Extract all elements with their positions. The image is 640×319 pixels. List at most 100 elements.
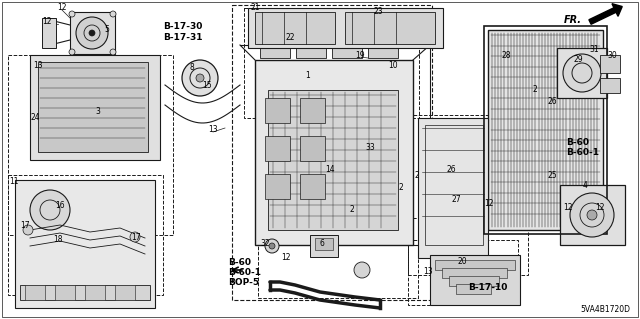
Text: 12: 12 [595, 204, 605, 212]
Bar [232, 5, 432, 300]
Text: 10: 10 [388, 61, 398, 70]
Text: 13: 13 [33, 62, 43, 70]
Text: 18: 18 [53, 235, 63, 244]
Text: B-60-1: B-60-1 [228, 268, 261, 277]
Bar [560, 185, 625, 245]
Bar [300, 174, 325, 199]
Circle shape [110, 49, 116, 55]
Bar [368, 38, 398, 58]
Text: 2: 2 [415, 170, 419, 180]
Text: 33: 33 [365, 144, 375, 152]
Text: 21: 21 [250, 4, 260, 12]
Text: 16: 16 [55, 201, 65, 210]
Bar [300, 98, 325, 123]
Text: 2: 2 [532, 85, 538, 94]
Bar [244, 8, 419, 118]
FancyArrow shape [589, 4, 622, 24]
Bar [265, 136, 290, 161]
Bar [332, 38, 362, 58]
Bar [310, 235, 338, 257]
Bar [449, 276, 499, 286]
Text: 13: 13 [423, 268, 433, 277]
Text: 12: 12 [281, 254, 291, 263]
Text: 3: 3 [95, 108, 100, 116]
Text: 11: 11 [9, 177, 19, 187]
Text: 12: 12 [484, 198, 493, 207]
Bar [435, 260, 515, 270]
Text: 29: 29 [573, 56, 583, 64]
Text: B-17-10: B-17-10 [468, 283, 508, 292]
Bar [15, 180, 155, 308]
Bar [70, 12, 115, 54]
Circle shape [196, 74, 204, 82]
Bar [442, 268, 507, 278]
Text: 24: 24 [30, 114, 40, 122]
Bar [55, 285, 75, 300]
Bar [600, 78, 620, 93]
Bar [42, 18, 56, 48]
Text: 17: 17 [20, 220, 30, 229]
Text: 25: 25 [547, 170, 557, 180]
Text: 4: 4 [582, 181, 588, 189]
Text: FR.: FR. [564, 15, 582, 25]
Bar [484, 26, 607, 234]
Circle shape [89, 30, 95, 36]
Circle shape [76, 17, 108, 49]
Bar [425, 125, 483, 245]
Text: 12: 12 [563, 204, 573, 212]
Text: 12: 12 [42, 18, 52, 26]
Text: 14: 14 [325, 166, 335, 174]
Bar [300, 136, 325, 161]
Text: 27: 27 [451, 196, 461, 204]
Bar [265, 174, 290, 199]
Bar [8, 55, 173, 235]
Circle shape [130, 232, 140, 242]
Bar [25, 285, 45, 300]
Text: 26: 26 [446, 166, 456, 174]
Text: 5VA4B1720D: 5VA4B1720D [580, 306, 630, 315]
Text: 28: 28 [501, 50, 511, 60]
Bar [38, 62, 148, 152]
Text: 19: 19 [355, 50, 365, 60]
Circle shape [69, 11, 75, 17]
Text: 2: 2 [399, 183, 403, 192]
Text: 2: 2 [349, 205, 355, 214]
Circle shape [23, 225, 33, 235]
Bar [115, 285, 135, 300]
Bar [8, 175, 163, 295]
Bar [20, 285, 150, 300]
Bar [265, 98, 290, 123]
Bar [345, 12, 435, 44]
Text: B-60: B-60 [228, 258, 251, 267]
Text: 15: 15 [202, 80, 212, 90]
Bar [255, 60, 413, 245]
Text: 32: 32 [260, 239, 270, 248]
Text: 8: 8 [189, 63, 195, 72]
Circle shape [69, 49, 75, 55]
Text: 22: 22 [285, 33, 295, 42]
Bar [456, 284, 491, 294]
Circle shape [110, 11, 116, 17]
Text: B-60-1: B-60-1 [566, 148, 599, 157]
Circle shape [570, 193, 614, 237]
Text: 12: 12 [57, 4, 67, 12]
Bar [85, 285, 105, 300]
Circle shape [587, 210, 597, 220]
Bar [296, 38, 326, 58]
Circle shape [265, 239, 279, 253]
Text: 13: 13 [208, 125, 218, 135]
Bar [600, 55, 620, 73]
Bar [260, 38, 290, 58]
Bar [408, 115, 528, 275]
Circle shape [182, 60, 218, 96]
Bar [430, 255, 520, 305]
Text: 5: 5 [104, 26, 109, 34]
Circle shape [30, 190, 70, 230]
Bar [248, 8, 443, 48]
Circle shape [563, 54, 601, 92]
Text: 17: 17 [131, 233, 141, 241]
Bar [315, 238, 333, 250]
Text: 20: 20 [457, 257, 467, 266]
Bar [408, 240, 518, 305]
Text: B-17-31: B-17-31 [163, 33, 202, 42]
